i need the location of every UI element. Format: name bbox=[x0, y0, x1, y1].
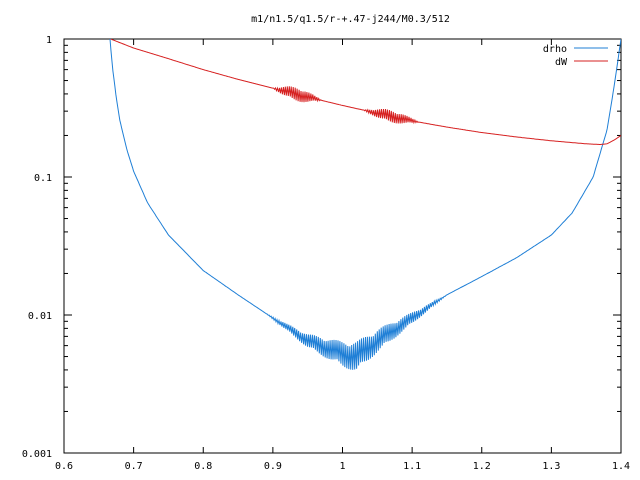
y-tick-label: 0.1 bbox=[34, 173, 52, 184]
y-tick-label: 0.001 bbox=[22, 449, 52, 460]
x-tick-label: 1 bbox=[339, 461, 345, 472]
legend-label-dW: dW bbox=[555, 57, 568, 68]
plot-frame bbox=[63, 38, 622, 454]
series-line-dW bbox=[110, 39, 621, 145]
x-tick-label: 1.4 bbox=[612, 461, 630, 472]
y-tick-label: 0.01 bbox=[28, 311, 52, 322]
x-tick-label: 0.7 bbox=[125, 461, 143, 472]
x-tick-label: 1.3 bbox=[542, 461, 560, 472]
x-tick-label: 0.9 bbox=[264, 461, 282, 472]
x-tick-label: 1.1 bbox=[403, 461, 421, 472]
series-line-drho bbox=[109, 39, 621, 370]
x-tick-label: 0.6 bbox=[55, 461, 73, 472]
chart-title: m1/n1.5/q1.5/r-+.47-j244/M0.3/512 bbox=[251, 14, 450, 25]
y-tick-label: 1 bbox=[46, 35, 52, 46]
x-tick-label: 0.8 bbox=[194, 461, 212, 472]
x-tick-label: 1.2 bbox=[473, 461, 491, 472]
legend-label-drho: drho bbox=[543, 44, 567, 55]
